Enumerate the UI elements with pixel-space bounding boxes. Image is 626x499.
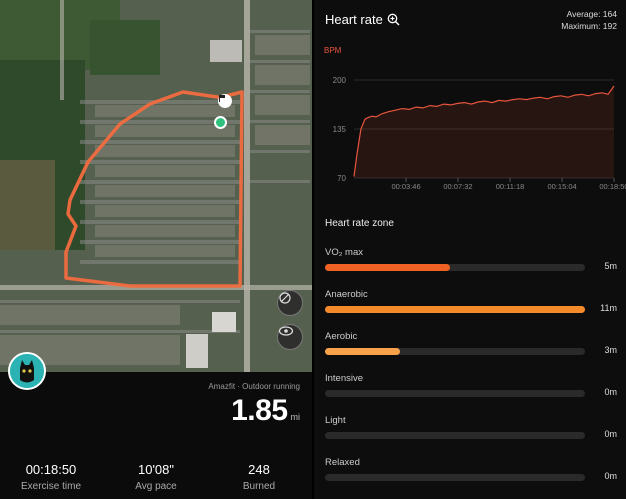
heart-rate-title: Heart rate [325, 12, 400, 27]
distance-display: 1.85 mi [231, 394, 300, 428]
y-tick-label: 70 [337, 174, 346, 183]
chart-x-ticks: 00:03:46 00:07:32 00:11:18 00:15:04 00:18:50 [391, 178, 626, 191]
stat-label: Exercise time [20, 481, 81, 492]
zone-time: 0m [604, 387, 617, 397]
eye-icon[interactable] [277, 324, 303, 350]
zone-name: Anaerobic [325, 289, 368, 300]
zone-relaxed: Relaxed 0m [325, 457, 617, 489]
zone-name: Intensive [325, 373, 364, 384]
heart-rate-title-text: Heart rate [325, 12, 383, 27]
chart-y-ticks: 200 135 70 [333, 76, 347, 183]
heart-rate-summary: Average: 164 Maximum: 192 [561, 8, 617, 32]
zone-anaerobic: Anaerobic 11m [325, 289, 617, 321]
zone-time: 0m [604, 471, 617, 481]
heart-rate-zone-title: Heart rate zone [325, 218, 394, 229]
zoom-in-icon[interactable] [387, 13, 400, 26]
x-tick-label: 00:07:32 [443, 182, 472, 191]
stat-label: Avg pace [135, 481, 177, 492]
distance-unit: mi [290, 412, 301, 422]
stat-value: 00:18:50 [25, 462, 77, 477]
y-tick-label: 135 [333, 125, 347, 134]
stat-label: Burned [242, 481, 276, 492]
heart-rate-panel: Heart rate Average: 164 Maximum: 192 BPM… [314, 0, 626, 499]
y-tick-label: 200 [333, 76, 347, 85]
chart-gridlines [354, 79, 614, 179]
x-tick-label: 00:18:50 [599, 182, 626, 191]
x-tick-label: 00:03:46 [391, 182, 420, 191]
route-map[interactable] [0, 0, 312, 372]
zone-name: Aerobic [325, 331, 358, 342]
zone-fill [325, 306, 585, 313]
stat-exercise-time: 00:18:50 Exercise time [1, 462, 101, 492]
zone-name: Light [325, 415, 346, 426]
heart-rate-area [354, 86, 614, 178]
zone-track [325, 474, 585, 481]
stat-burned: 248 Burned [209, 462, 309, 492]
heart-rate-chart[interactable]: 200 135 70 00:03:46 00:07:32 00:11:18 00:15:0… [314, 62, 626, 202]
zone-track [325, 432, 585, 439]
x-tick-label: 00:15:04 [547, 182, 576, 191]
stat-value: 248 [248, 462, 270, 477]
map-layers-icon[interactable] [277, 290, 303, 316]
zone-track [325, 390, 585, 397]
heart-rate-line [353, 85, 615, 177]
zone-time: 11m [600, 303, 617, 313]
device-activity-label: Amazfit · Outdoor running [208, 382, 300, 391]
workout-summary-panel: Amazfit · Outdoor running 1.85 mi 00:18:… [0, 0, 312, 499]
zone-track [325, 264, 585, 271]
zone-intensive: Intensive 0m [325, 373, 617, 405]
zone-track [325, 348, 585, 355]
zone-name: Relaxed [325, 457, 360, 468]
stat-avg-pace: 10'08" Avg pace [106, 462, 206, 492]
zone-time: 0m [604, 429, 617, 439]
zone-fill [325, 264, 450, 271]
map-imagery [0, 0, 312, 372]
zone-fill [325, 348, 401, 355]
finish-flag-icon [218, 94, 232, 108]
zone-aerobic: Aerobic 3m [325, 331, 617, 363]
avatar[interactable] [8, 352, 46, 390]
distance-value: 1.85 [231, 394, 288, 427]
zone-time: 3m [604, 345, 617, 355]
stat-value: 10'08" [137, 462, 175, 477]
zone-vo2max: VO₂ max 5m [325, 247, 617, 279]
x-tick-label: 00:11:18 [496, 182, 525, 191]
heart-rate-average: Average: 164 [566, 9, 617, 19]
start-marker-icon [214, 116, 227, 129]
bpm-unit-label: BPM [324, 46, 342, 55]
zone-track [325, 306, 585, 313]
zone-name: VO₂ max [325, 247, 363, 258]
heart-rate-maximum: Maximum: 192 [561, 21, 617, 31]
zone-time: 5m [604, 261, 617, 271]
zone-light: Light 0m [325, 415, 617, 447]
